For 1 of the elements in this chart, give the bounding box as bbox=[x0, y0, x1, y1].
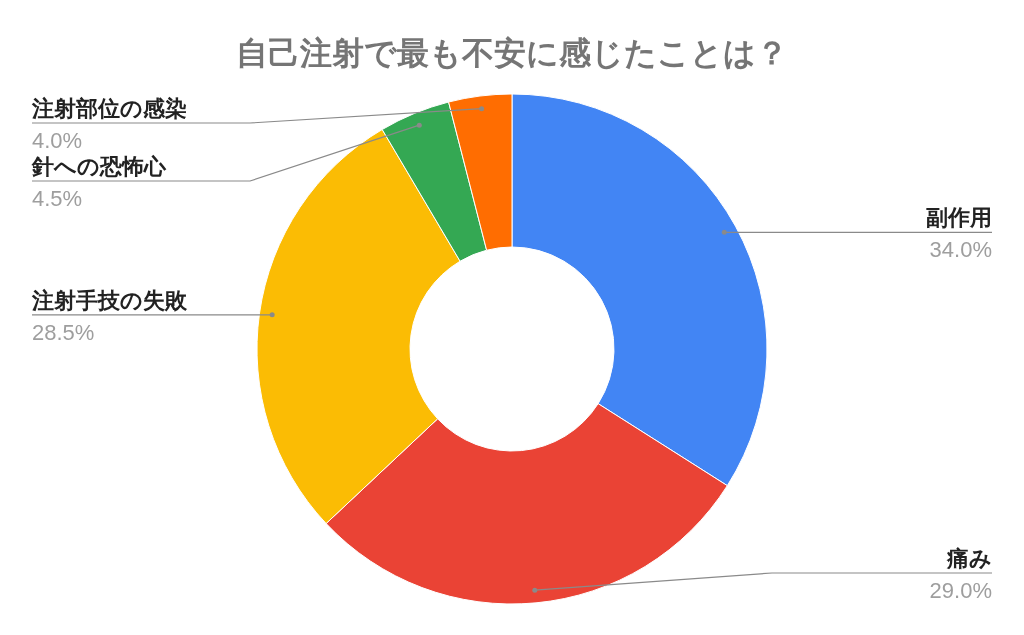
title: 自己注射で最も不安に感じたことは？ bbox=[236, 35, 788, 71]
